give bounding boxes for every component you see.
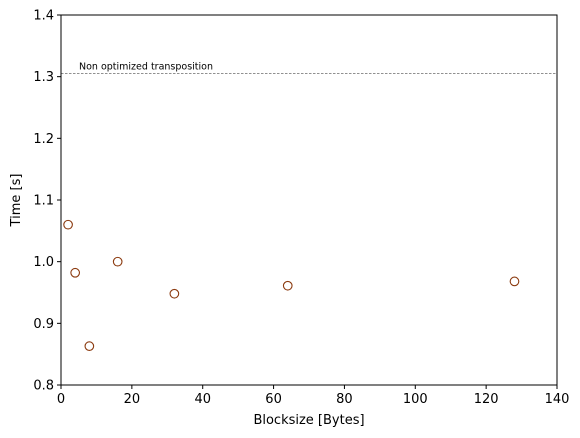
reference-line-group: Non optimized transposition <box>61 62 557 74</box>
x-axis-label: Blocksize [Bytes] <box>253 413 364 428</box>
y-tick-label: 1.2 <box>33 132 54 147</box>
data-point <box>112 256 123 267</box>
y-tick-label: 1.3 <box>33 70 54 85</box>
y-tick-label: 1.1 <box>33 194 54 209</box>
x-tick-label: 20 <box>124 392 141 407</box>
data-point <box>509 276 520 287</box>
reference-line-label: Non optimized transposition <box>79 62 213 73</box>
x-tick-label: 40 <box>194 392 211 407</box>
x-tick-label: 140 <box>545 392 570 407</box>
plot-area <box>61 15 557 385</box>
y-tick-label: 1.0 <box>33 255 54 270</box>
y-axis-ticks: 0.8 0.9 1.0 1.1 1.2 1.3 1.4 <box>33 9 61 394</box>
x-axis-ticks: 0 20 40 60 80 100 120 140 <box>57 385 570 407</box>
y-axis-label: Time [s] <box>9 174 24 228</box>
data-point <box>84 341 95 352</box>
plot-frame <box>60 14 558 386</box>
data-points <box>63 219 520 352</box>
data-point <box>63 219 73 230</box>
data-point <box>169 288 180 299</box>
y-tick-label: 0.9 <box>33 317 54 332</box>
x-tick-label: 60 <box>265 392 282 407</box>
y-tick-label: 0.8 <box>33 379 54 394</box>
x-tick-label: 80 <box>336 392 353 407</box>
x-tick-label: 120 <box>474 392 499 407</box>
x-tick-label: 100 <box>403 392 428 407</box>
y-tick-label: 1.4 <box>33 9 54 24</box>
data-point <box>282 280 293 291</box>
x-tick-label: 0 <box>57 392 65 407</box>
data-point <box>70 267 81 278</box>
